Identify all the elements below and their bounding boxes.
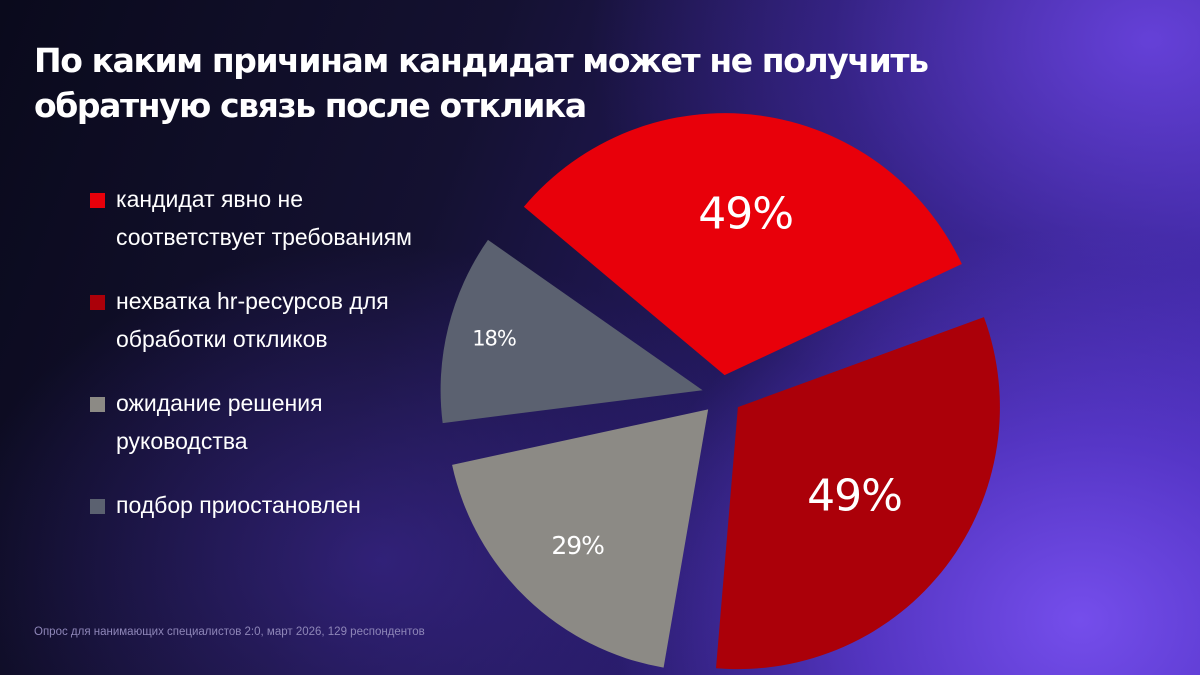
legend-swatch [90, 193, 105, 208]
pie-slice-label: 49% [807, 471, 902, 522]
legend-label: нехватка hr-ресурсов для обработки откли… [116, 288, 389, 352]
legend-item: кандидат явно не соответствует требовани… [88, 180, 458, 256]
legend-label: подбор приостановлен [116, 492, 361, 518]
pie-slice-label: 49% [698, 189, 793, 240]
chart-title: По каким причинам кандидат может не полу… [34, 41, 929, 125]
legend-swatch [90, 499, 105, 514]
legend-item: ожидание решения руководства [88, 384, 458, 460]
pie-slice-label: 29% [551, 531, 604, 560]
pie-slice [452, 409, 709, 668]
legend-item: подбор приостановлен [88, 486, 458, 524]
pie-slice [716, 317, 1000, 670]
legend-item: нехватка hr-ресурсов для обработки откли… [88, 282, 458, 358]
source-footnote: Опрос для нанимающих специалистов 2:0, м… [34, 626, 425, 638]
legend-label: кандидат явно не соответствует требовани… [116, 186, 412, 250]
pie-slice-label: 18% [472, 327, 516, 351]
pie-slice [440, 239, 703, 424]
legend-label: ожидание решения руководства [116, 390, 323, 454]
chart-legend: кандидат явно не соответствует требовани… [88, 180, 458, 550]
pie-slice [523, 113, 962, 376]
legend-swatch [90, 295, 105, 310]
legend-swatch [90, 397, 105, 412]
